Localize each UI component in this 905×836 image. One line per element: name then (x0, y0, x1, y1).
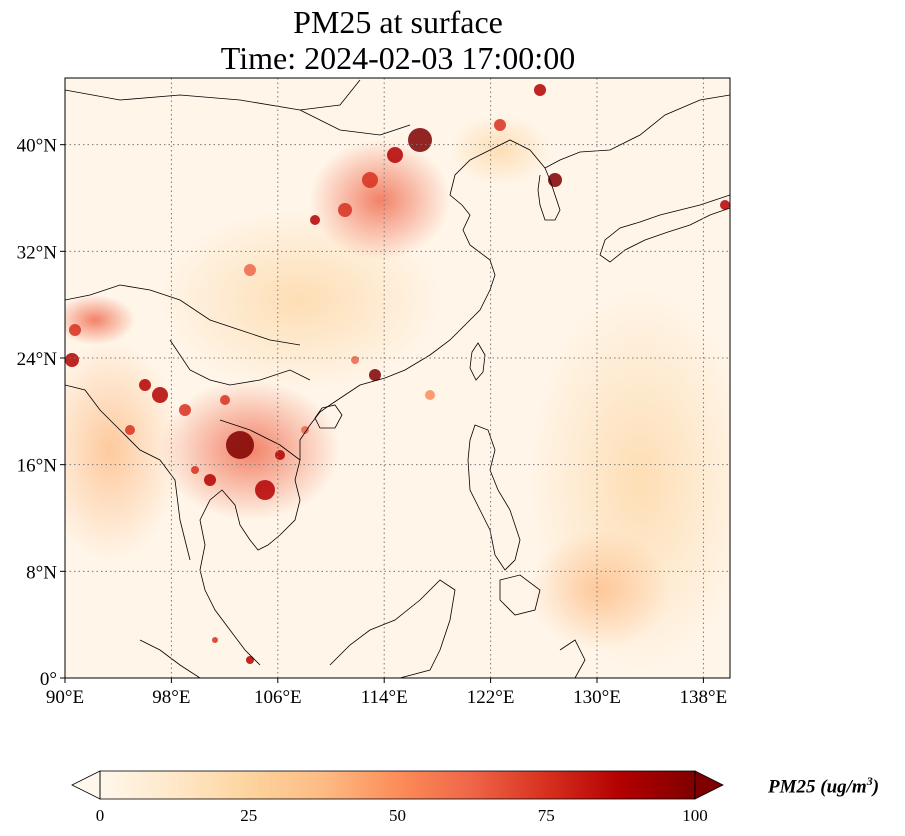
colorbar-tick-label: 75 (538, 806, 555, 825)
latitude-axis: 0° 8°N 16°N 24°N 32°N 40°N (17, 136, 65, 690)
colorbar-tick-label: 50 (389, 806, 406, 825)
pm25-hotspot (301, 426, 309, 434)
colorbar-outline (99, 770, 696, 800)
pm25-hotspot (720, 200, 730, 210)
pm25-hotspot (494, 119, 506, 131)
colorbar-ticks: 0 25 50 75 100 (96, 806, 708, 825)
lon-tick-label: 98°E (152, 687, 190, 708)
lat-tick-label: 32°N (17, 242, 58, 263)
colorbar-label: PM25 (ug/m3) (768, 774, 880, 798)
pm25-hotspot (65, 353, 79, 367)
myanmar-haze (65, 340, 180, 560)
colorbar-tick-label: 25 (240, 806, 257, 825)
pm25-hotspot (255, 480, 275, 500)
map-title: PM25 at surface (293, 4, 503, 40)
pm25-hotspot (369, 369, 381, 381)
longitude-axis: 90°E 98°E 106°E 114°E 122°E 130°E 138°E (46, 678, 727, 708)
pm25-hotspot (191, 466, 199, 474)
map-frame (64, 77, 731, 679)
pm25-hotspot (338, 203, 352, 217)
pm25-hotspot (244, 264, 256, 276)
pm25-hotspot (425, 390, 435, 400)
lon-tick-label: 90°E (46, 687, 84, 708)
pm25-hotspot (152, 387, 168, 403)
pm25-field (65, 78, 730, 678)
pm25-hotspot (139, 379, 151, 391)
pacific-haze-south (530, 530, 670, 650)
lat-tick-label: 0° (40, 669, 57, 690)
pm25-hotspot (220, 395, 230, 405)
pm25-hotspot (125, 425, 135, 435)
pm25-hotspot (275, 450, 285, 460)
lat-tick-label: 40°N (17, 136, 58, 157)
colorbar: 0 25 50 75 100 (71, 770, 724, 825)
pm25-hotspot (69, 324, 81, 336)
colorbar-tick-label: 0 (96, 806, 105, 825)
north-china-haze (310, 140, 450, 260)
lon-tick-label: 138°E (680, 687, 728, 708)
colorbar-gradient (100, 771, 695, 799)
pm25-hotspot (351, 356, 359, 364)
colorbar-extend-low (71, 770, 101, 800)
pm25-hotspot (226, 431, 254, 459)
coastlines (65, 79, 730, 678)
lon-tick-label: 114°E (361, 687, 408, 708)
pm25-hotspot (387, 147, 403, 163)
pm25-hotspot (204, 474, 216, 486)
pm25-hotspots (65, 84, 730, 664)
korea-haze (450, 115, 550, 185)
pm25-hotspot (534, 84, 546, 96)
pm25-hotspot (246, 656, 254, 664)
pm25-hotspot (408, 128, 432, 152)
pm25-hotspot (310, 215, 320, 225)
lat-tick-label: 24°N (17, 349, 58, 370)
lon-tick-label: 130°E (573, 687, 621, 708)
lon-tick-label: 122°E (467, 687, 515, 708)
graticule (65, 78, 730, 678)
colorbar-extend-high (694, 770, 724, 800)
lon-tick-label: 106°E (254, 687, 302, 708)
pm25-hotspot (212, 637, 218, 643)
colorbar-tick-label: 100 (682, 806, 708, 825)
lat-tick-label: 8°N (26, 562, 57, 583)
northeast-india-haze (65, 295, 135, 345)
pm25-hotspot (362, 172, 378, 188)
map-subtitle-time: Time: 2024-02-03 17:00:00 (220, 40, 576, 76)
lat-tick-label: 16°N (17, 456, 58, 477)
pm25-hotspot (179, 404, 191, 416)
